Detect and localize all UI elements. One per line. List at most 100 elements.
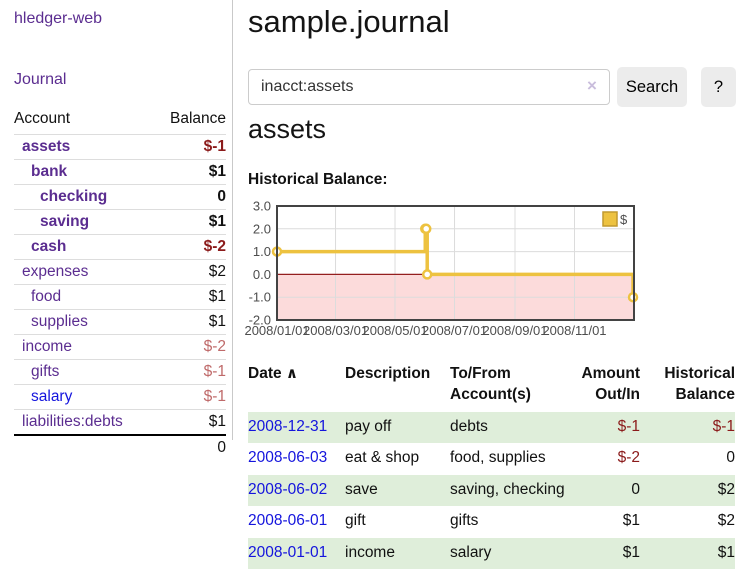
search-button[interactable]: Search: [617, 67, 687, 107]
account-link-bank[interactable]: bank: [31, 163, 68, 180]
account-row: expenses $2: [14, 259, 226, 285]
account-balance: $1: [208, 313, 226, 330]
transaction-accounts: saving, checking: [450, 480, 565, 498]
transaction-description: save: [345, 480, 378, 498]
account-row: supplies $1: [14, 309, 226, 335]
sidebar-item-journal[interactable]: Journal: [14, 71, 67, 88]
sort-ascending-icon: ∧: [285, 365, 299, 382]
svg-text:2008/11/01: 2008/11/01: [542, 323, 606, 338]
register-header-accounts: To/From Account(s): [450, 365, 531, 403]
svg-text:3.0: 3.0: [253, 199, 271, 214]
account-link-supplies[interactable]: supplies: [31, 313, 88, 330]
transaction-balance: $-1: [712, 417, 735, 435]
svg-text:2008/05/01: 2008/05/01: [362, 323, 427, 338]
svg-text:2008/01/01: 2008/01/01: [244, 323, 309, 338]
register-header-date[interactable]: Date ∧: [248, 365, 299, 382]
transaction-date-link[interactable]: 2008-06-03: [248, 449, 328, 467]
account-balance: $-1: [203, 388, 226, 405]
register-table-body: 2008-12-31 pay off debts $-1 $-1 2008-06-03 ea…: [248, 411, 735, 570]
transaction-description: gift: [345, 512, 366, 530]
balance-chart-svg: $3.0 2.0 1.0 0.0 -1.0 -2.02008/01/012008/03/0…: [244, 199, 639, 338]
account-balance: $2: [208, 263, 226, 280]
transaction-date-link[interactable]: 2008-12-31: [248, 417, 328, 435]
accounts-table-body: assets $-1 bank $1 checking 0 saving $1 cash $-2 e…: [14, 134, 226, 436]
register-header-description: Description: [345, 365, 431, 382]
search-input[interactable]: [248, 69, 610, 105]
register-header-amount: Amount Out/In: [581, 365, 640, 403]
svg-text:2.0: 2.0: [253, 221, 271, 236]
account-link-expenses[interactable]: expenses: [22, 263, 89, 280]
account-row: cash $-2: [14, 234, 226, 260]
account-link-food[interactable]: food: [31, 288, 62, 305]
svg-text:-1.0: -1.0: [249, 290, 271, 305]
svg-text:-2.0: -2.0: [249, 313, 271, 328]
brand-link[interactable]: hledger-web: [14, 10, 103, 27]
transaction-date-cell: 2008-06-01: [248, 506, 345, 537]
register-account-heading: assets: [248, 114, 327, 144]
transaction-accounts: debts: [450, 417, 488, 435]
transaction-date-link[interactable]: 2008-06-02: [248, 480, 328, 498]
transaction-balance: 0: [726, 449, 735, 467]
account-link-salary[interactable]: salary: [31, 388, 73, 405]
transaction-date-cell: 2008-01-01: [248, 538, 345, 569]
account-row: checking 0: [14, 184, 226, 210]
svg-text:2008/07/01: 2008/07/01: [422, 323, 487, 338]
account-balance: $1: [208, 413, 226, 430]
transaction-amount: $-2: [617, 449, 640, 467]
transaction-date-cell: 2008-12-31: [248, 412, 345, 443]
account-row: assets $-1: [14, 134, 226, 160]
register-table: Date ∧ Description To/From Account(s) Am…: [248, 360, 735, 570]
svg-text:2008/03/01: 2008/03/01: [303, 323, 368, 338]
svg-text:1.0: 1.0: [253, 244, 271, 259]
account-link-cash[interactable]: cash: [31, 238, 67, 255]
transaction-amount: 0: [631, 480, 640, 498]
transaction-accounts: food, supplies: [450, 449, 546, 467]
transaction-balance: $2: [717, 480, 735, 498]
chart-legend-label: $: [620, 212, 628, 227]
account-row: income $-2: [14, 334, 226, 360]
account-balance: 0: [217, 188, 226, 205]
transaction-balance: $2: [717, 512, 735, 530]
account-row: gifts $-1: [14, 359, 226, 385]
transaction-date-cell: 2008-06-02: [248, 475, 345, 506]
account-row: bank $1: [14, 159, 226, 185]
transaction-description: pay off: [345, 417, 392, 435]
historical-balance-label: Historical Balance:: [248, 171, 388, 188]
clear-search-icon[interactable]: ×: [587, 76, 597, 95]
account-link-checking[interactable]: checking: [40, 188, 108, 205]
account-balance: $1: [208, 288, 226, 305]
account-link-liabilities-debts[interactable]: liabilities:debts: [22, 413, 123, 430]
transaction-row: 2008-12-31 pay off debts $-1 $-1: [248, 411, 735, 444]
transaction-amount: $1: [622, 543, 640, 561]
transaction-accounts: salary: [450, 543, 492, 561]
sidebar: hledger-web Journal Account Balance asse…: [0, 0, 233, 460]
help-button[interactable]: ?: [701, 67, 736, 107]
transaction-date-link[interactable]: 2008-06-01: [248, 512, 328, 530]
accounts-header-balance: Balance: [169, 110, 226, 127]
account-row: food $1: [14, 284, 226, 310]
register-header-balance: Historical Balance: [664, 365, 735, 403]
transaction-date-link[interactable]: 2008-01-01: [248, 543, 328, 561]
account-balance: $1: [208, 163, 226, 180]
transaction-row: 2008-06-02 save saving, checking 0 $2: [248, 474, 735, 507]
svg-text:2008/09/01: 2008/09/01: [482, 323, 547, 338]
account-link-gifts[interactable]: gifts: [31, 363, 60, 380]
account-balance: $-2: [203, 238, 226, 255]
transaction-accounts: gifts: [450, 512, 479, 530]
transaction-amount: $-1: [617, 417, 640, 435]
account-link-income[interactable]: income: [22, 338, 72, 355]
transaction-amount: $1: [622, 512, 640, 530]
transaction-row: 2008-06-01 gift gifts $1 $2: [248, 506, 735, 537]
account-row: saving $1: [14, 209, 226, 235]
accounts-total-value: 0: [153, 434, 226, 460]
account-link-assets[interactable]: assets: [22, 138, 71, 155]
account-row: liabilities:debts $1: [14, 409, 226, 436]
accounts-table: Account Balance assets $-1 bank $1 checking 0…: [14, 107, 226, 460]
accounts-total-row: 0: [14, 434, 226, 460]
account-balance: $-1: [203, 363, 226, 380]
account-link-saving[interactable]: saving: [40, 213, 90, 230]
transaction-row: 2008-01-01 income salary $1 $1: [248, 537, 735, 570]
transaction-balance: $1: [717, 543, 735, 561]
page-title: sample.journal: [248, 4, 450, 39]
account-balance: $-2: [203, 338, 226, 355]
